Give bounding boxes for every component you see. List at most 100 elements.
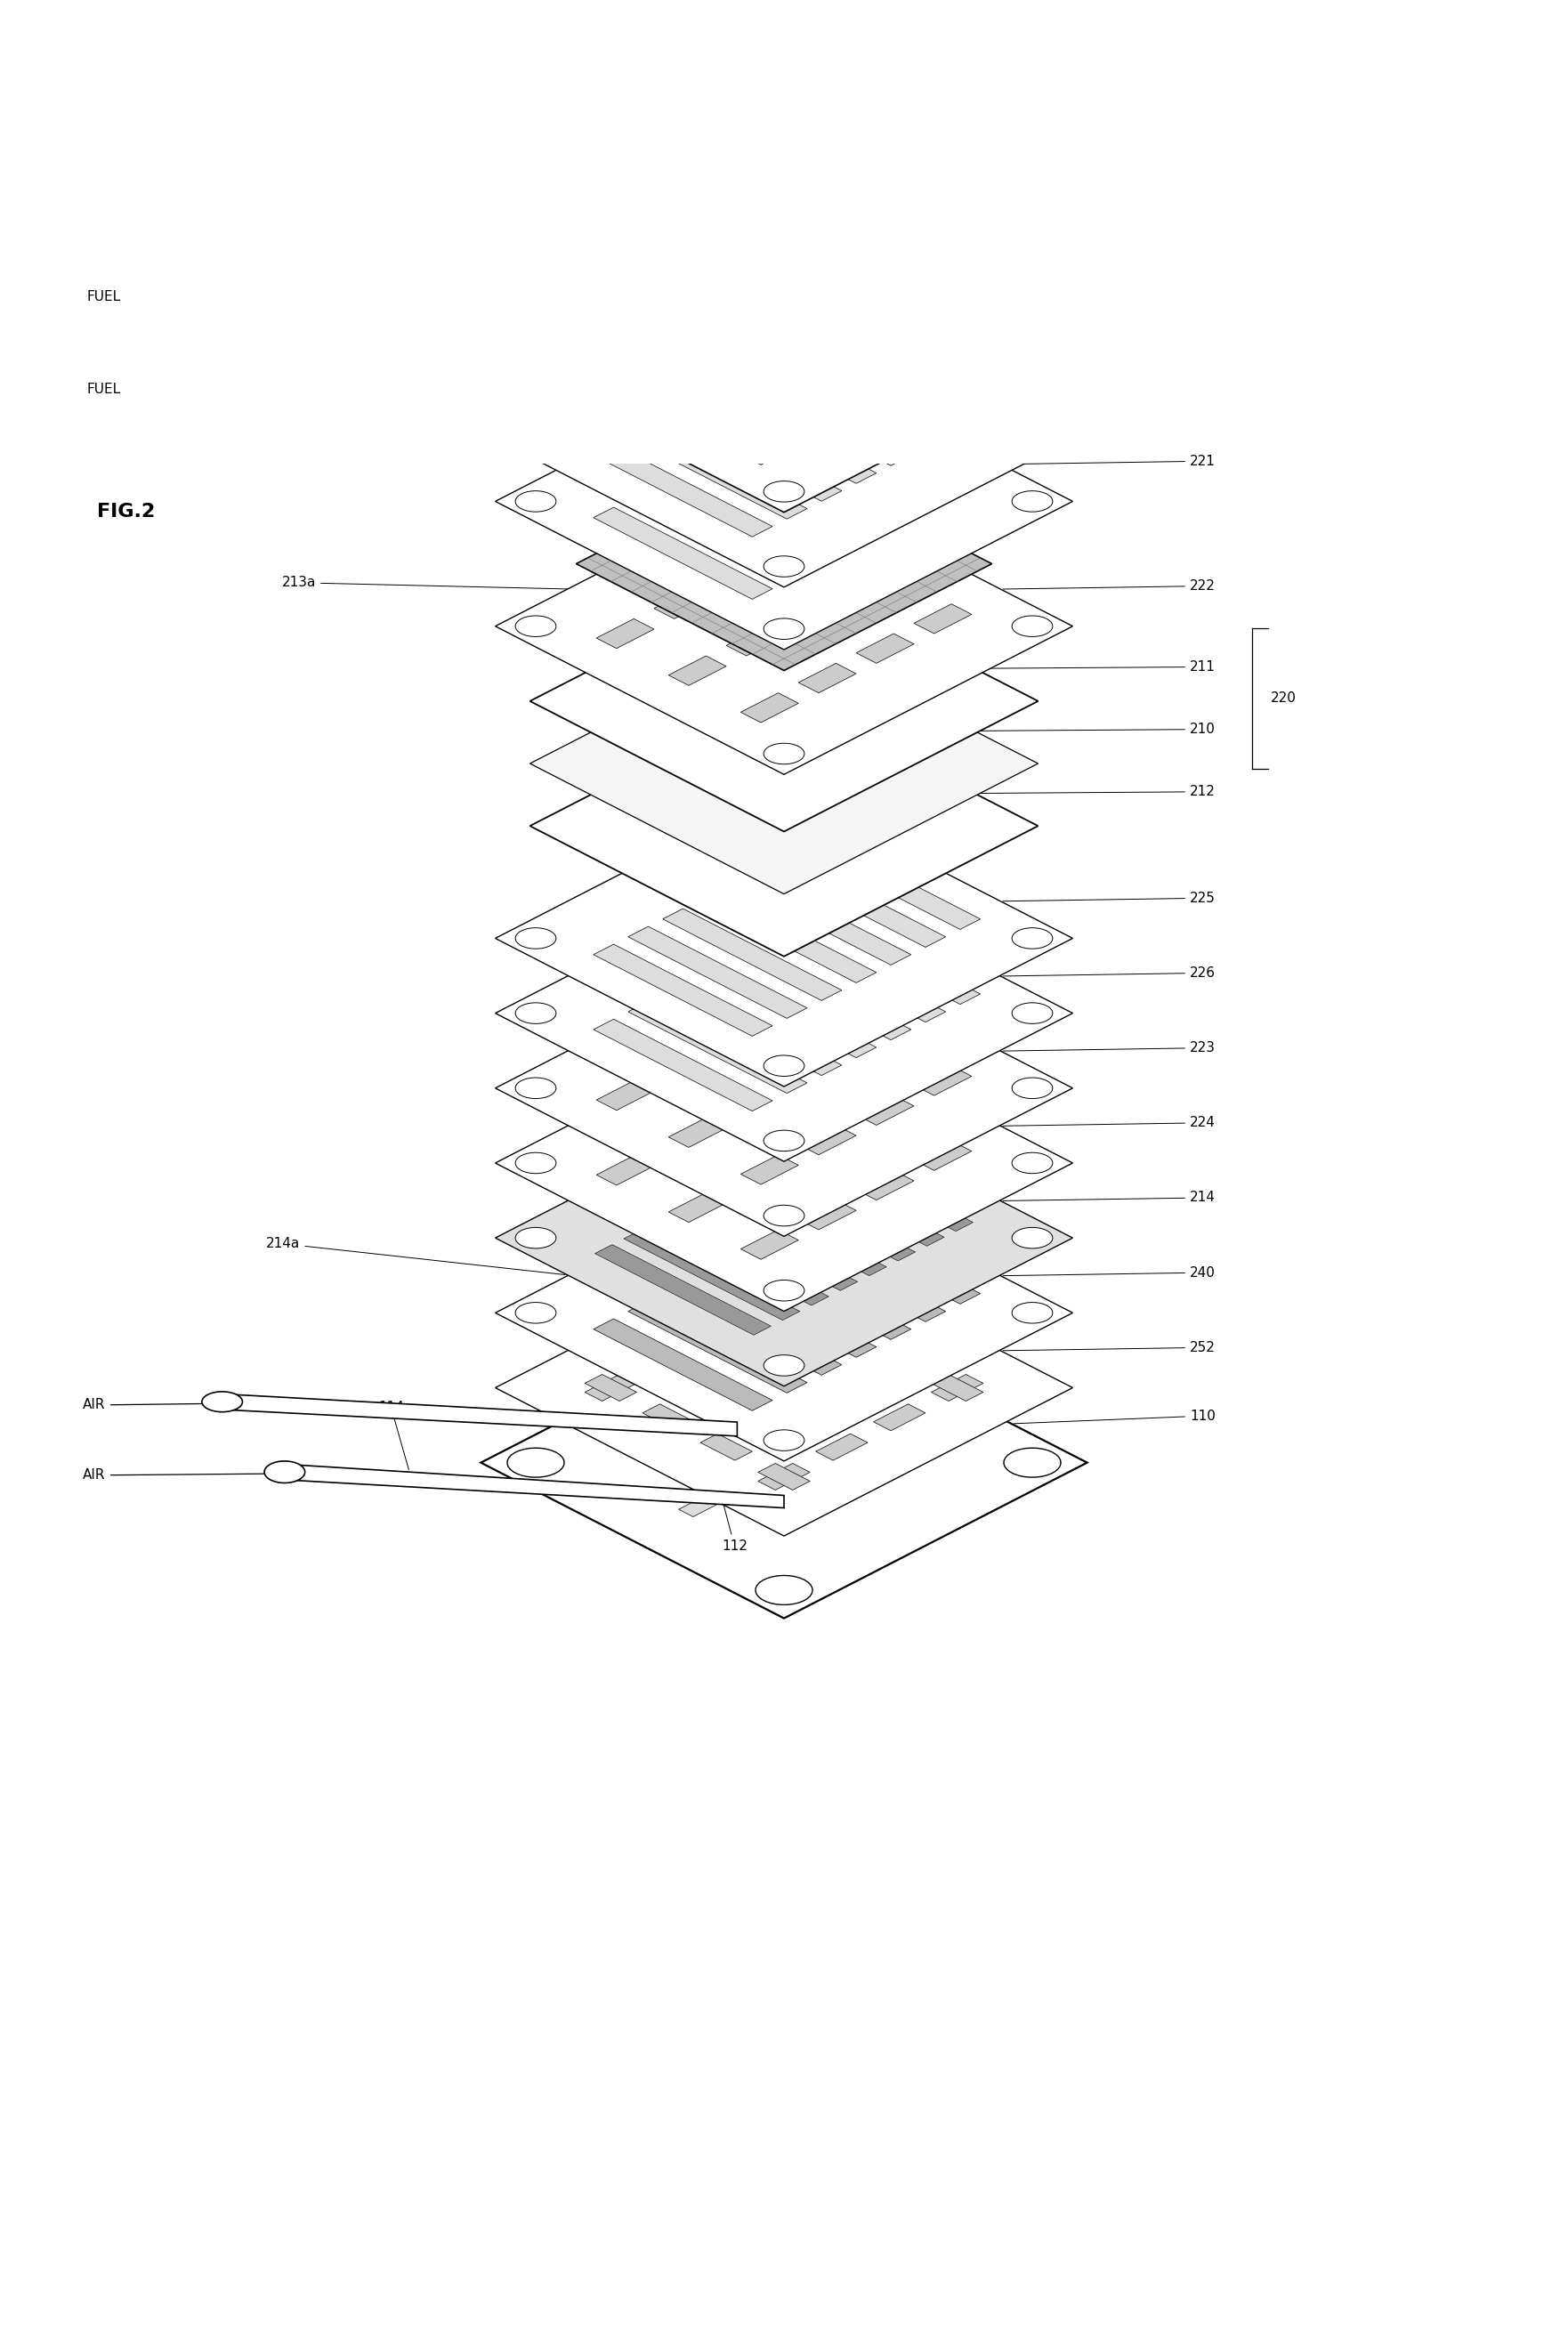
Polygon shape <box>1011 616 1052 637</box>
Text: 210: 210 <box>977 722 1215 736</box>
Polygon shape <box>739 1170 916 1261</box>
Polygon shape <box>710 1186 886 1275</box>
Polygon shape <box>790 161 1010 273</box>
Polygon shape <box>767 1231 946 1322</box>
Polygon shape <box>757 1287 811 1312</box>
Polygon shape <box>575 458 993 670</box>
Text: 221: 221 <box>1004 455 1215 467</box>
Polygon shape <box>732 1247 911 1340</box>
Polygon shape <box>654 1125 712 1156</box>
Polygon shape <box>698 892 877 983</box>
Polygon shape <box>466 114 1102 439</box>
Polygon shape <box>1025 264 1074 290</box>
Polygon shape <box>764 1354 804 1375</box>
Polygon shape <box>764 1280 804 1301</box>
Polygon shape <box>701 1315 753 1343</box>
Polygon shape <box>815 1315 867 1343</box>
Polygon shape <box>663 154 842 245</box>
Polygon shape <box>801 82 980 175</box>
Polygon shape <box>698 967 877 1058</box>
Polygon shape <box>732 948 911 1039</box>
Polygon shape <box>1011 353 1052 374</box>
Polygon shape <box>762 614 806 637</box>
Text: 114: 114 <box>378 1401 409 1469</box>
Polygon shape <box>495 353 1073 649</box>
Polygon shape <box>585 1375 637 1401</box>
Polygon shape <box>593 943 773 1037</box>
Polygon shape <box>842 1104 900 1132</box>
Polygon shape <box>767 100 946 191</box>
Polygon shape <box>1011 927 1052 948</box>
Polygon shape <box>668 1118 726 1146</box>
Polygon shape <box>764 299 804 320</box>
Polygon shape <box>760 278 952 376</box>
Polygon shape <box>726 1163 784 1193</box>
Polygon shape <box>856 633 914 663</box>
Ellipse shape <box>202 1392 243 1413</box>
Polygon shape <box>593 189 773 280</box>
Polygon shape <box>593 446 773 537</box>
Polygon shape <box>1011 1002 1052 1023</box>
Polygon shape <box>801 913 980 1004</box>
Polygon shape <box>663 908 842 1002</box>
Polygon shape <box>856 1170 914 1200</box>
Polygon shape <box>702 205 922 318</box>
Polygon shape <box>495 290 1073 586</box>
Polygon shape <box>812 9 861 35</box>
Polygon shape <box>1004 1448 1062 1478</box>
Polygon shape <box>767 855 946 948</box>
Ellipse shape <box>265 1462 304 1483</box>
Polygon shape <box>516 1002 557 1023</box>
Polygon shape <box>1011 427 1052 448</box>
Polygon shape <box>652 1214 829 1305</box>
Polygon shape <box>767 418 946 511</box>
Polygon shape <box>495 1016 1073 1312</box>
Polygon shape <box>764 950 804 971</box>
Text: 224: 224 <box>1004 1116 1215 1130</box>
Text: FUEL: FUEL <box>86 290 121 304</box>
Polygon shape <box>756 1576 812 1604</box>
Polygon shape <box>762 353 806 376</box>
Text: 223: 223 <box>1004 1041 1215 1055</box>
Polygon shape <box>585 1375 637 1401</box>
Polygon shape <box>1011 1303 1052 1324</box>
Polygon shape <box>701 1434 753 1459</box>
Polygon shape <box>530 570 1038 831</box>
Polygon shape <box>596 1156 654 1186</box>
Polygon shape <box>516 616 557 637</box>
Polygon shape <box>516 173 557 194</box>
Polygon shape <box>762 266 806 287</box>
Polygon shape <box>594 1245 771 1336</box>
Polygon shape <box>757 1287 811 1312</box>
Polygon shape <box>668 1193 726 1221</box>
Polygon shape <box>767 355 946 448</box>
Polygon shape <box>873 1345 925 1371</box>
Polygon shape <box>823 1408 889 1443</box>
Polygon shape <box>494 264 543 290</box>
Polygon shape <box>629 427 808 518</box>
Polygon shape <box>762 170 806 194</box>
Polygon shape <box>790 264 980 362</box>
Polygon shape <box>764 0 804 5</box>
Polygon shape <box>762 1375 806 1399</box>
Polygon shape <box>732 191 952 304</box>
Polygon shape <box>588 264 808 378</box>
Polygon shape <box>784 1132 842 1163</box>
Polygon shape <box>629 1301 808 1394</box>
Polygon shape <box>663 409 842 502</box>
Polygon shape <box>698 72 877 166</box>
Polygon shape <box>768 1156 944 1247</box>
Ellipse shape <box>205 285 240 306</box>
Polygon shape <box>698 135 877 226</box>
Polygon shape <box>516 1153 557 1175</box>
Polygon shape <box>732 56 911 147</box>
Text: 240: 240 <box>1004 1266 1215 1280</box>
Polygon shape <box>679 1483 745 1518</box>
Polygon shape <box>495 864 1073 1160</box>
Polygon shape <box>751 1445 817 1480</box>
Polygon shape <box>764 743 804 764</box>
Text: 220: 220 <box>1272 691 1297 705</box>
Polygon shape <box>629 1002 808 1093</box>
Polygon shape <box>762 1151 806 1175</box>
Polygon shape <box>223 287 569 311</box>
